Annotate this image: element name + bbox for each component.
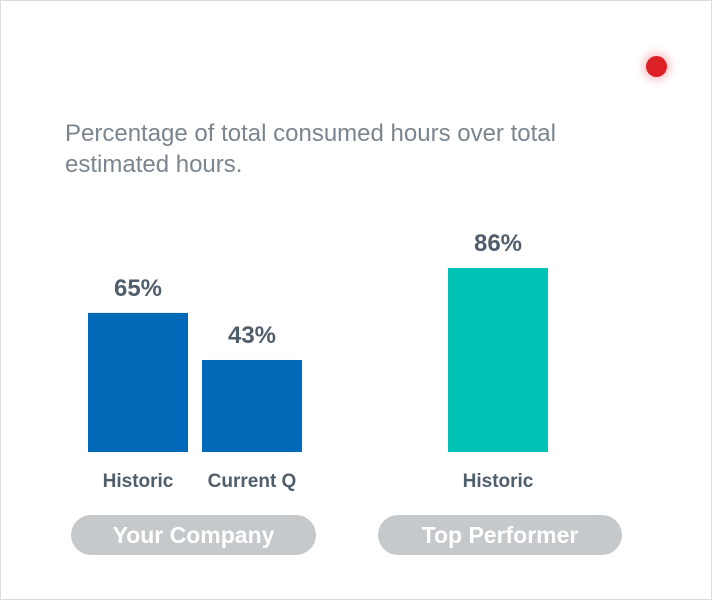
bar-2 — [448, 267, 548, 452]
bar-1 — [202, 359, 302, 452]
chart-description: Percentage of total consumed hours over … — [65, 120, 556, 178]
status-indicator-dot — [646, 56, 667, 77]
bar-0 — [88, 312, 188, 452]
group-label-your-company: Your Company — [71, 515, 316, 555]
bar-category-label-2: Historic — [463, 471, 534, 492]
bar-value-label-0: 65% — [114, 275, 162, 302]
bar-category-label-0: Historic — [103, 471, 174, 492]
bar-category-label-1: Current Q — [208, 471, 297, 492]
bar-value-label-1: 43% — [228, 322, 276, 349]
bar-value-label-2: 86% — [474, 230, 522, 257]
group-label-top-performer: Top Performer — [378, 515, 622, 555]
